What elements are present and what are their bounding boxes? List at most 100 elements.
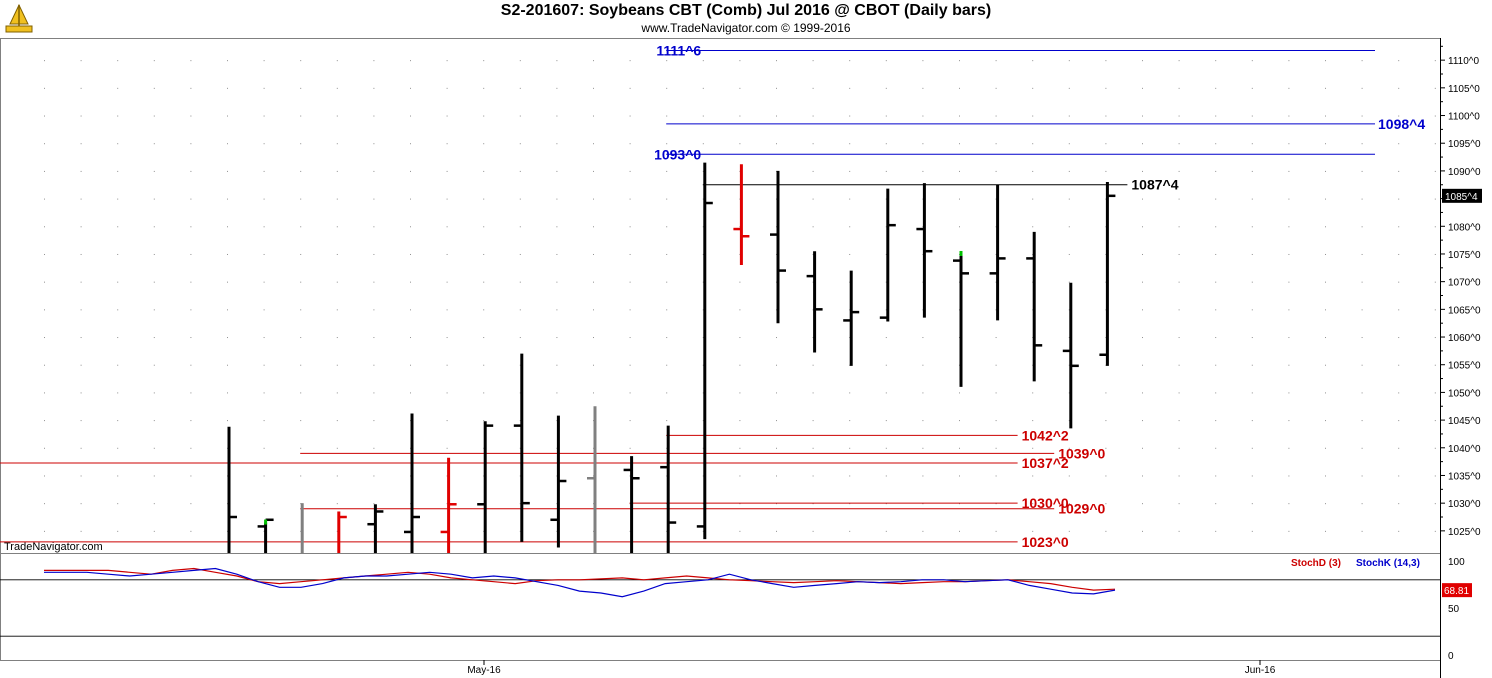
grid-dot — [959, 226, 960, 228]
grid-dot — [1142, 143, 1143, 145]
grid-dot — [556, 309, 558, 311]
grid-dot — [849, 198, 851, 200]
grid-dot — [1215, 392, 1217, 394]
grid-dot — [1361, 60, 1363, 62]
grid-dot — [739, 475, 741, 477]
grid-dot — [1398, 170, 1400, 172]
grid-dot — [227, 281, 228, 283]
grid-dot — [263, 226, 265, 228]
grid-dot — [410, 281, 411, 283]
grid-dot — [556, 87, 558, 89]
y-tick-label: 1080^0 — [1448, 222, 1481, 233]
grid-dot — [410, 226, 411, 228]
grid-dot — [885, 364, 887, 366]
grid-dot — [80, 253, 82, 255]
grid-dot — [1288, 475, 1290, 477]
grid-dot — [629, 87, 631, 89]
grid-dot — [153, 392, 155, 394]
grid-dot — [1178, 364, 1180, 366]
grid-dot — [80, 281, 82, 283]
grid-dot — [1215, 198, 1217, 200]
grid-dot — [1325, 87, 1326, 89]
grid-dot — [117, 420, 119, 422]
grid-dot — [666, 337, 668, 339]
grid-dot — [1288, 170, 1290, 172]
grid-dot — [702, 143, 704, 145]
grid-dot — [300, 364, 302, 366]
grid-dot — [44, 530, 45, 532]
grid-dot — [922, 392, 924, 394]
grid-dot — [336, 309, 338, 311]
grid-dot — [995, 364, 997, 366]
grid-dot — [1398, 60, 1400, 62]
grid-dot — [1251, 420, 1253, 422]
copyright-notice: www.TradeNavigator.com © 1999-2016 — [641, 21, 851, 35]
grid-dot — [556, 337, 558, 339]
grid-dot — [593, 143, 594, 145]
last-price-box — [1442, 188, 1482, 203]
grid-dot — [263, 115, 265, 117]
grid-dot — [410, 392, 411, 394]
grid-dot — [410, 337, 411, 339]
grid-dot — [1142, 309, 1143, 311]
level-label: 1030^0 — [1022, 495, 1069, 511]
grid-dot — [446, 198, 448, 200]
grid-dot — [117, 309, 119, 311]
grid-dot — [300, 253, 302, 255]
grid-dot — [44, 447, 45, 449]
grid-dot — [190, 226, 192, 228]
grid-dot — [1032, 60, 1034, 62]
grid-dot — [1178, 475, 1180, 477]
price-logo-icon — [5, 3, 33, 33]
grid-dot — [812, 198, 814, 200]
grid-dot — [1178, 281, 1180, 283]
grid-dot — [556, 60, 558, 62]
grid-dot — [44, 475, 45, 477]
grid-dot — [300, 170, 302, 172]
grid-dot — [1068, 281, 1070, 283]
grid-dot — [1361, 198, 1363, 200]
grid-dot — [1361, 115, 1363, 117]
grid-dot — [373, 143, 375, 145]
grid-dot — [1105, 420, 1107, 422]
grid-dot — [1398, 392, 1400, 394]
grid-dot — [1288, 281, 1290, 283]
grid-dot — [1361, 170, 1363, 172]
grid-dot — [593, 392, 594, 394]
grid-dot — [373, 226, 375, 228]
grid-dot — [1142, 198, 1143, 200]
grid-dot — [995, 87, 997, 89]
grid-dot — [373, 60, 375, 62]
grid-dot — [776, 143, 777, 145]
grid-dot — [1398, 475, 1400, 477]
grid-dot — [776, 475, 777, 477]
grid-dot — [1032, 143, 1034, 145]
grid-dot — [446, 226, 448, 228]
grid-dot — [629, 143, 631, 145]
grid-dot — [44, 337, 45, 339]
grid-dot — [190, 143, 192, 145]
grid-dot — [80, 447, 82, 449]
grid-dot — [483, 253, 485, 255]
grid-dot — [629, 253, 631, 255]
grid-dot — [1434, 475, 1436, 477]
grid-dot — [300, 420, 302, 422]
grid-dot — [446, 281, 448, 283]
grid-dot — [1325, 364, 1326, 366]
grid-dot — [263, 337, 265, 339]
grid-dot — [227, 364, 228, 366]
grid-dot — [1142, 337, 1143, 339]
grid-dot — [410, 143, 411, 145]
grid-dot — [227, 392, 228, 394]
grid-dot — [44, 226, 45, 228]
grid-dot — [227, 309, 228, 311]
grid-dot — [1361, 309, 1363, 311]
grid-dot — [849, 530, 851, 532]
grid-dot — [80, 170, 82, 172]
grid-dot — [922, 170, 924, 172]
stochastic-panel-frame — [0, 553, 1441, 661]
grid-dot — [80, 115, 82, 117]
grid-dot — [336, 337, 338, 339]
grid-dot — [1215, 60, 1217, 62]
grid-dot — [1434, 420, 1436, 422]
